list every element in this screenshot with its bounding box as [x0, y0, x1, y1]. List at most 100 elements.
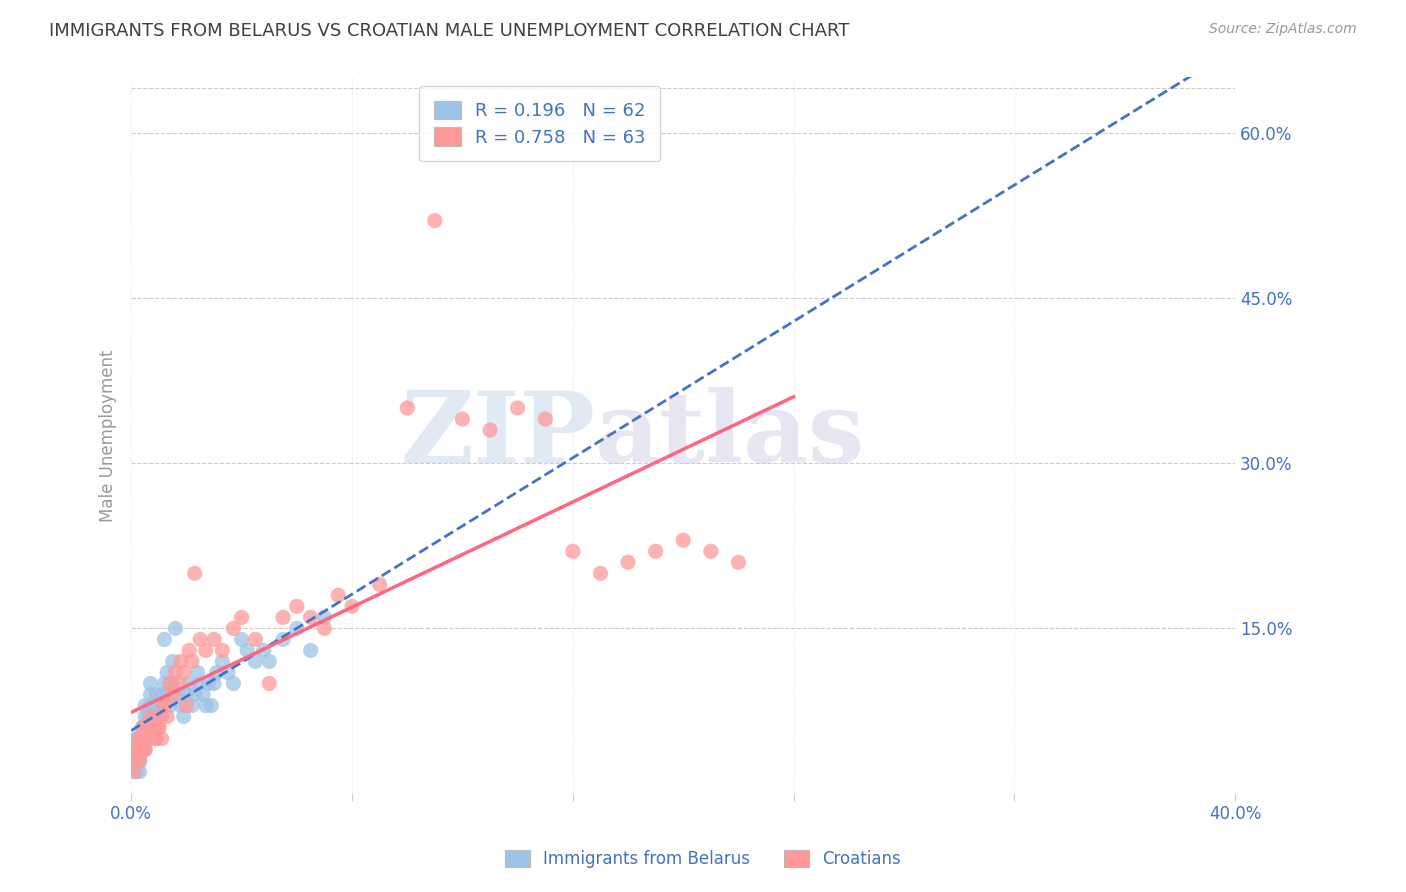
Point — [136, 721, 159, 735]
Point — [139, 731, 162, 746]
Point — [506, 401, 529, 415]
Point — [217, 665, 239, 680]
Point — [340, 599, 363, 614]
Point — [194, 643, 217, 657]
Point — [153, 698, 176, 713]
Point — [148, 698, 170, 713]
Point — [148, 721, 170, 735]
Point — [451, 412, 474, 426]
Point — [167, 676, 190, 690]
Point — [700, 544, 723, 558]
Point — [153, 632, 176, 647]
Point — [176, 698, 198, 713]
Text: ZIP: ZIP — [401, 387, 595, 484]
Point — [165, 665, 187, 680]
Point — [122, 742, 145, 756]
Point — [479, 423, 502, 437]
Point — [368, 577, 391, 591]
Point — [145, 731, 167, 746]
Point — [128, 754, 150, 768]
Point — [188, 676, 211, 690]
Point — [125, 742, 148, 756]
Point — [139, 709, 162, 723]
Point — [245, 632, 267, 647]
Point — [205, 665, 228, 680]
Point — [191, 688, 214, 702]
Point — [181, 698, 204, 713]
Point — [183, 566, 205, 581]
Point — [197, 676, 219, 690]
Point — [285, 621, 308, 635]
Point — [134, 731, 156, 746]
Point — [328, 588, 350, 602]
Point — [162, 676, 184, 690]
Point — [134, 709, 156, 723]
Point — [299, 643, 322, 657]
Point — [159, 676, 181, 690]
Point — [589, 566, 612, 581]
Text: IMMIGRANTS FROM BELARUS VS CROATIAN MALE UNEMPLOYMENT CORRELATION CHART: IMMIGRANTS FROM BELARUS VS CROATIAN MALE… — [49, 22, 849, 40]
Point — [136, 731, 159, 746]
Point — [131, 721, 153, 735]
Point — [159, 698, 181, 713]
Point — [145, 688, 167, 702]
Point — [148, 721, 170, 735]
Point — [194, 698, 217, 713]
Point — [202, 632, 225, 647]
Point — [179, 643, 201, 657]
Point — [222, 676, 245, 690]
Point — [202, 676, 225, 690]
Legend: R = 0.196   N = 62, R = 0.758   N = 63: R = 0.196 N = 62, R = 0.758 N = 63 — [419, 87, 661, 161]
Point — [142, 721, 165, 735]
Point — [173, 665, 195, 680]
Point — [162, 688, 184, 702]
Point — [122, 754, 145, 768]
Point — [181, 655, 204, 669]
Point — [131, 742, 153, 756]
Point — [134, 742, 156, 756]
Point — [170, 655, 193, 669]
Point — [136, 709, 159, 723]
Point — [125, 764, 148, 779]
Point — [131, 731, 153, 746]
Point — [150, 688, 173, 702]
Point — [148, 709, 170, 723]
Point — [617, 555, 640, 569]
Point — [162, 655, 184, 669]
Point — [128, 754, 150, 768]
Point — [142, 721, 165, 735]
Point — [257, 655, 280, 669]
Point — [396, 401, 419, 415]
Point — [231, 632, 253, 647]
Point — [231, 610, 253, 624]
Point — [176, 688, 198, 702]
Point — [128, 731, 150, 746]
Point — [423, 213, 446, 227]
Point — [173, 709, 195, 723]
Point — [153, 698, 176, 713]
Point — [145, 721, 167, 735]
Point — [188, 632, 211, 647]
Point — [672, 533, 695, 548]
Point — [128, 742, 150, 756]
Point — [150, 731, 173, 746]
Y-axis label: Male Unemployment: Male Unemployment — [100, 350, 117, 522]
Point — [179, 676, 201, 690]
Point — [153, 676, 176, 690]
Point — [561, 544, 583, 558]
Point — [314, 621, 336, 635]
Point — [136, 721, 159, 735]
Point — [122, 764, 145, 779]
Point — [167, 688, 190, 702]
Point — [142, 709, 165, 723]
Point — [165, 621, 187, 635]
Point — [131, 742, 153, 756]
Point — [125, 731, 148, 746]
Point — [150, 709, 173, 723]
Legend: Immigrants from Belarus, Croatians: Immigrants from Belarus, Croatians — [499, 843, 907, 875]
Point — [727, 555, 749, 569]
Point — [125, 742, 148, 756]
Point — [186, 665, 208, 680]
Point — [271, 632, 294, 647]
Point — [142, 698, 165, 713]
